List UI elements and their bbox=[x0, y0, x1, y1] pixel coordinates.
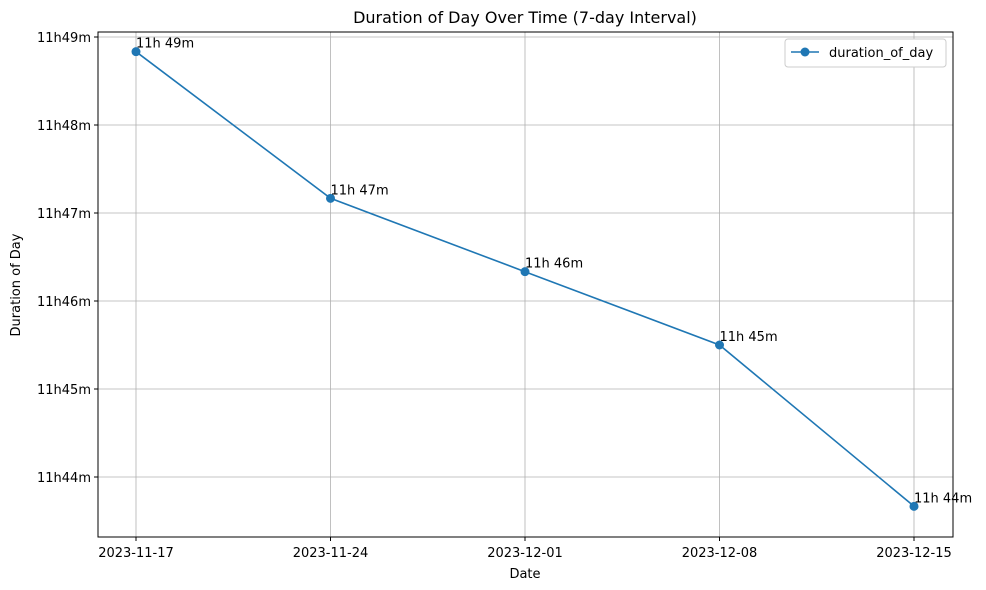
data-point bbox=[715, 340, 724, 350]
x-axis: 2023-11-17 2023-11-24 2023-12-01 2023-12-08… bbox=[98, 537, 952, 561]
legend: duration_of_day bbox=[784, 38, 947, 68]
legend-box bbox=[784, 38, 947, 68]
legend-marker bbox=[800, 47, 810, 57]
x-tick-label: 2023-11-24 bbox=[293, 546, 369, 561]
y-tick-label: 11h48m bbox=[37, 119, 91, 134]
x-axis-label: Date bbox=[509, 567, 540, 582]
data-point bbox=[131, 47, 141, 57]
series-duration-of-day bbox=[131, 47, 919, 511]
chart-title: Duration of Day Over Time (7-day Interva… bbox=[353, 8, 697, 27]
y-tick-label: 11h49m bbox=[37, 31, 91, 46]
y-tick-label: 11h45m bbox=[37, 383, 91, 398]
data-point bbox=[909, 501, 919, 511]
y-axis: 11h44m 11h45m 11h46m 11h47m 11h48m 11h49m bbox=[37, 31, 98, 486]
y-tick-label: 11h44m bbox=[37, 471, 91, 486]
data-label: 11h 49m bbox=[136, 37, 194, 52]
data-label: 11h 45m bbox=[720, 330, 778, 345]
y-axis-label: Duration of Day bbox=[9, 233, 24, 336]
x-tick-label: 2023-11-17 bbox=[98, 546, 174, 561]
data-point bbox=[326, 193, 335, 203]
x-tick-label: 2023-12-01 bbox=[487, 546, 563, 561]
y-tick-label: 11h46m bbox=[37, 295, 91, 310]
data-label: 11h 47m bbox=[331, 183, 389, 198]
data-point bbox=[520, 267, 530, 277]
data-label: 11h 46m bbox=[525, 257, 583, 272]
data-label: 11h 44m bbox=[914, 491, 972, 506]
x-tick-label: 2023-12-08 bbox=[682, 546, 758, 561]
grid bbox=[98, 32, 953, 537]
legend-label: duration_of_day bbox=[829, 46, 933, 61]
x-tick-label: 2023-12-15 bbox=[876, 546, 952, 561]
y-tick-label: 11h47m bbox=[37, 207, 91, 222]
data-labels: 11h 49m 11h 47m 11h 46m 11h 45m 11h 44m bbox=[136, 37, 972, 507]
